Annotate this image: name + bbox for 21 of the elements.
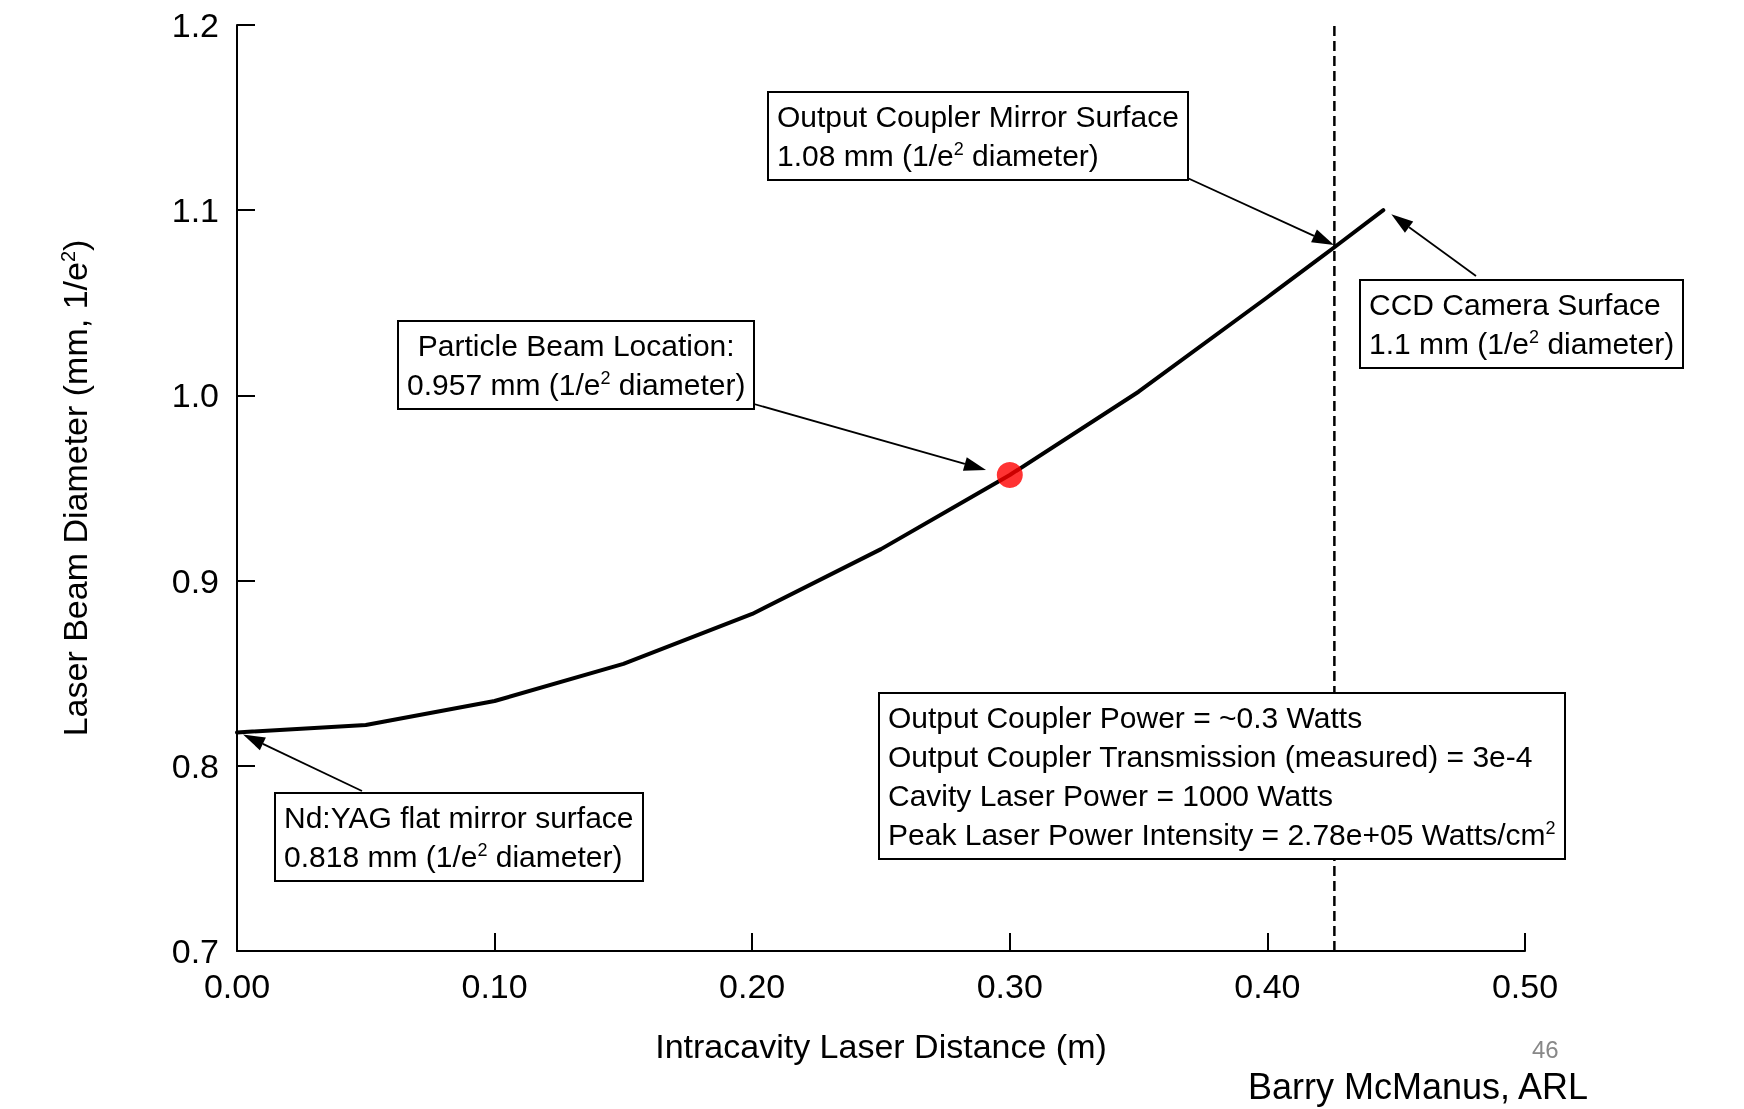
text: Barry McManus, ARL (1248, 1066, 1589, 1108)
y-tick-label: 1.2 (171, 6, 219, 44)
annotation: Output Coupler Power = ~0.3 Watts Output Coupler Transmission (measured) = 3e-4 Cavity Laser Power = 1000 Watts Peak Laser Power Intensity = 2.78e+05 Watts/cm$^{2}$ (878, 692, 1566, 860)
x-axis-title: Intracavity Laser Distance (m) (655, 1027, 1107, 1065)
y-tick-label: 1.1 (171, 191, 219, 230)
y-tick-label: 0.9 (171, 561, 219, 600)
x-tick-label: 0.20 (719, 967, 786, 1005)
annotation: Output Coupler Mirror Surface 1.08 mm (1/e$^{2}$ diameter) (767, 91, 1189, 181)
y-tick-label: 0.7 (171, 932, 219, 970)
x-tick-label: 0.10 (461, 967, 528, 1005)
y-tick-label: 0.8 (171, 746, 219, 785)
x-tick-label: 0.50 (1491, 967, 1559, 1005)
annotation: CCD Camera Surface 1.1 mm (1/e$^{2}$ diameter) (1359, 279, 1685, 369)
x-tick-label: 0.40 (1234, 967, 1301, 1005)
y-axis-title: Laser Beam Diameter (mm, 1/e2) (56, 239, 94, 737)
annotation: Nd:YAG flat mirror surface 0.818 mm (1/e$^{2}$ diameter) (274, 792, 644, 882)
text: 46 (1532, 1036, 1559, 1064)
x-tick-label: 0.30 (976, 967, 1043, 1005)
x-tick-label: 0.00 (203, 967, 271, 1005)
y-tick-label: 1.0 (171, 376, 219, 415)
annotation: Particle Beam Location: 0.957 mm (1/e$^{2}$ diameter) (397, 320, 756, 410)
